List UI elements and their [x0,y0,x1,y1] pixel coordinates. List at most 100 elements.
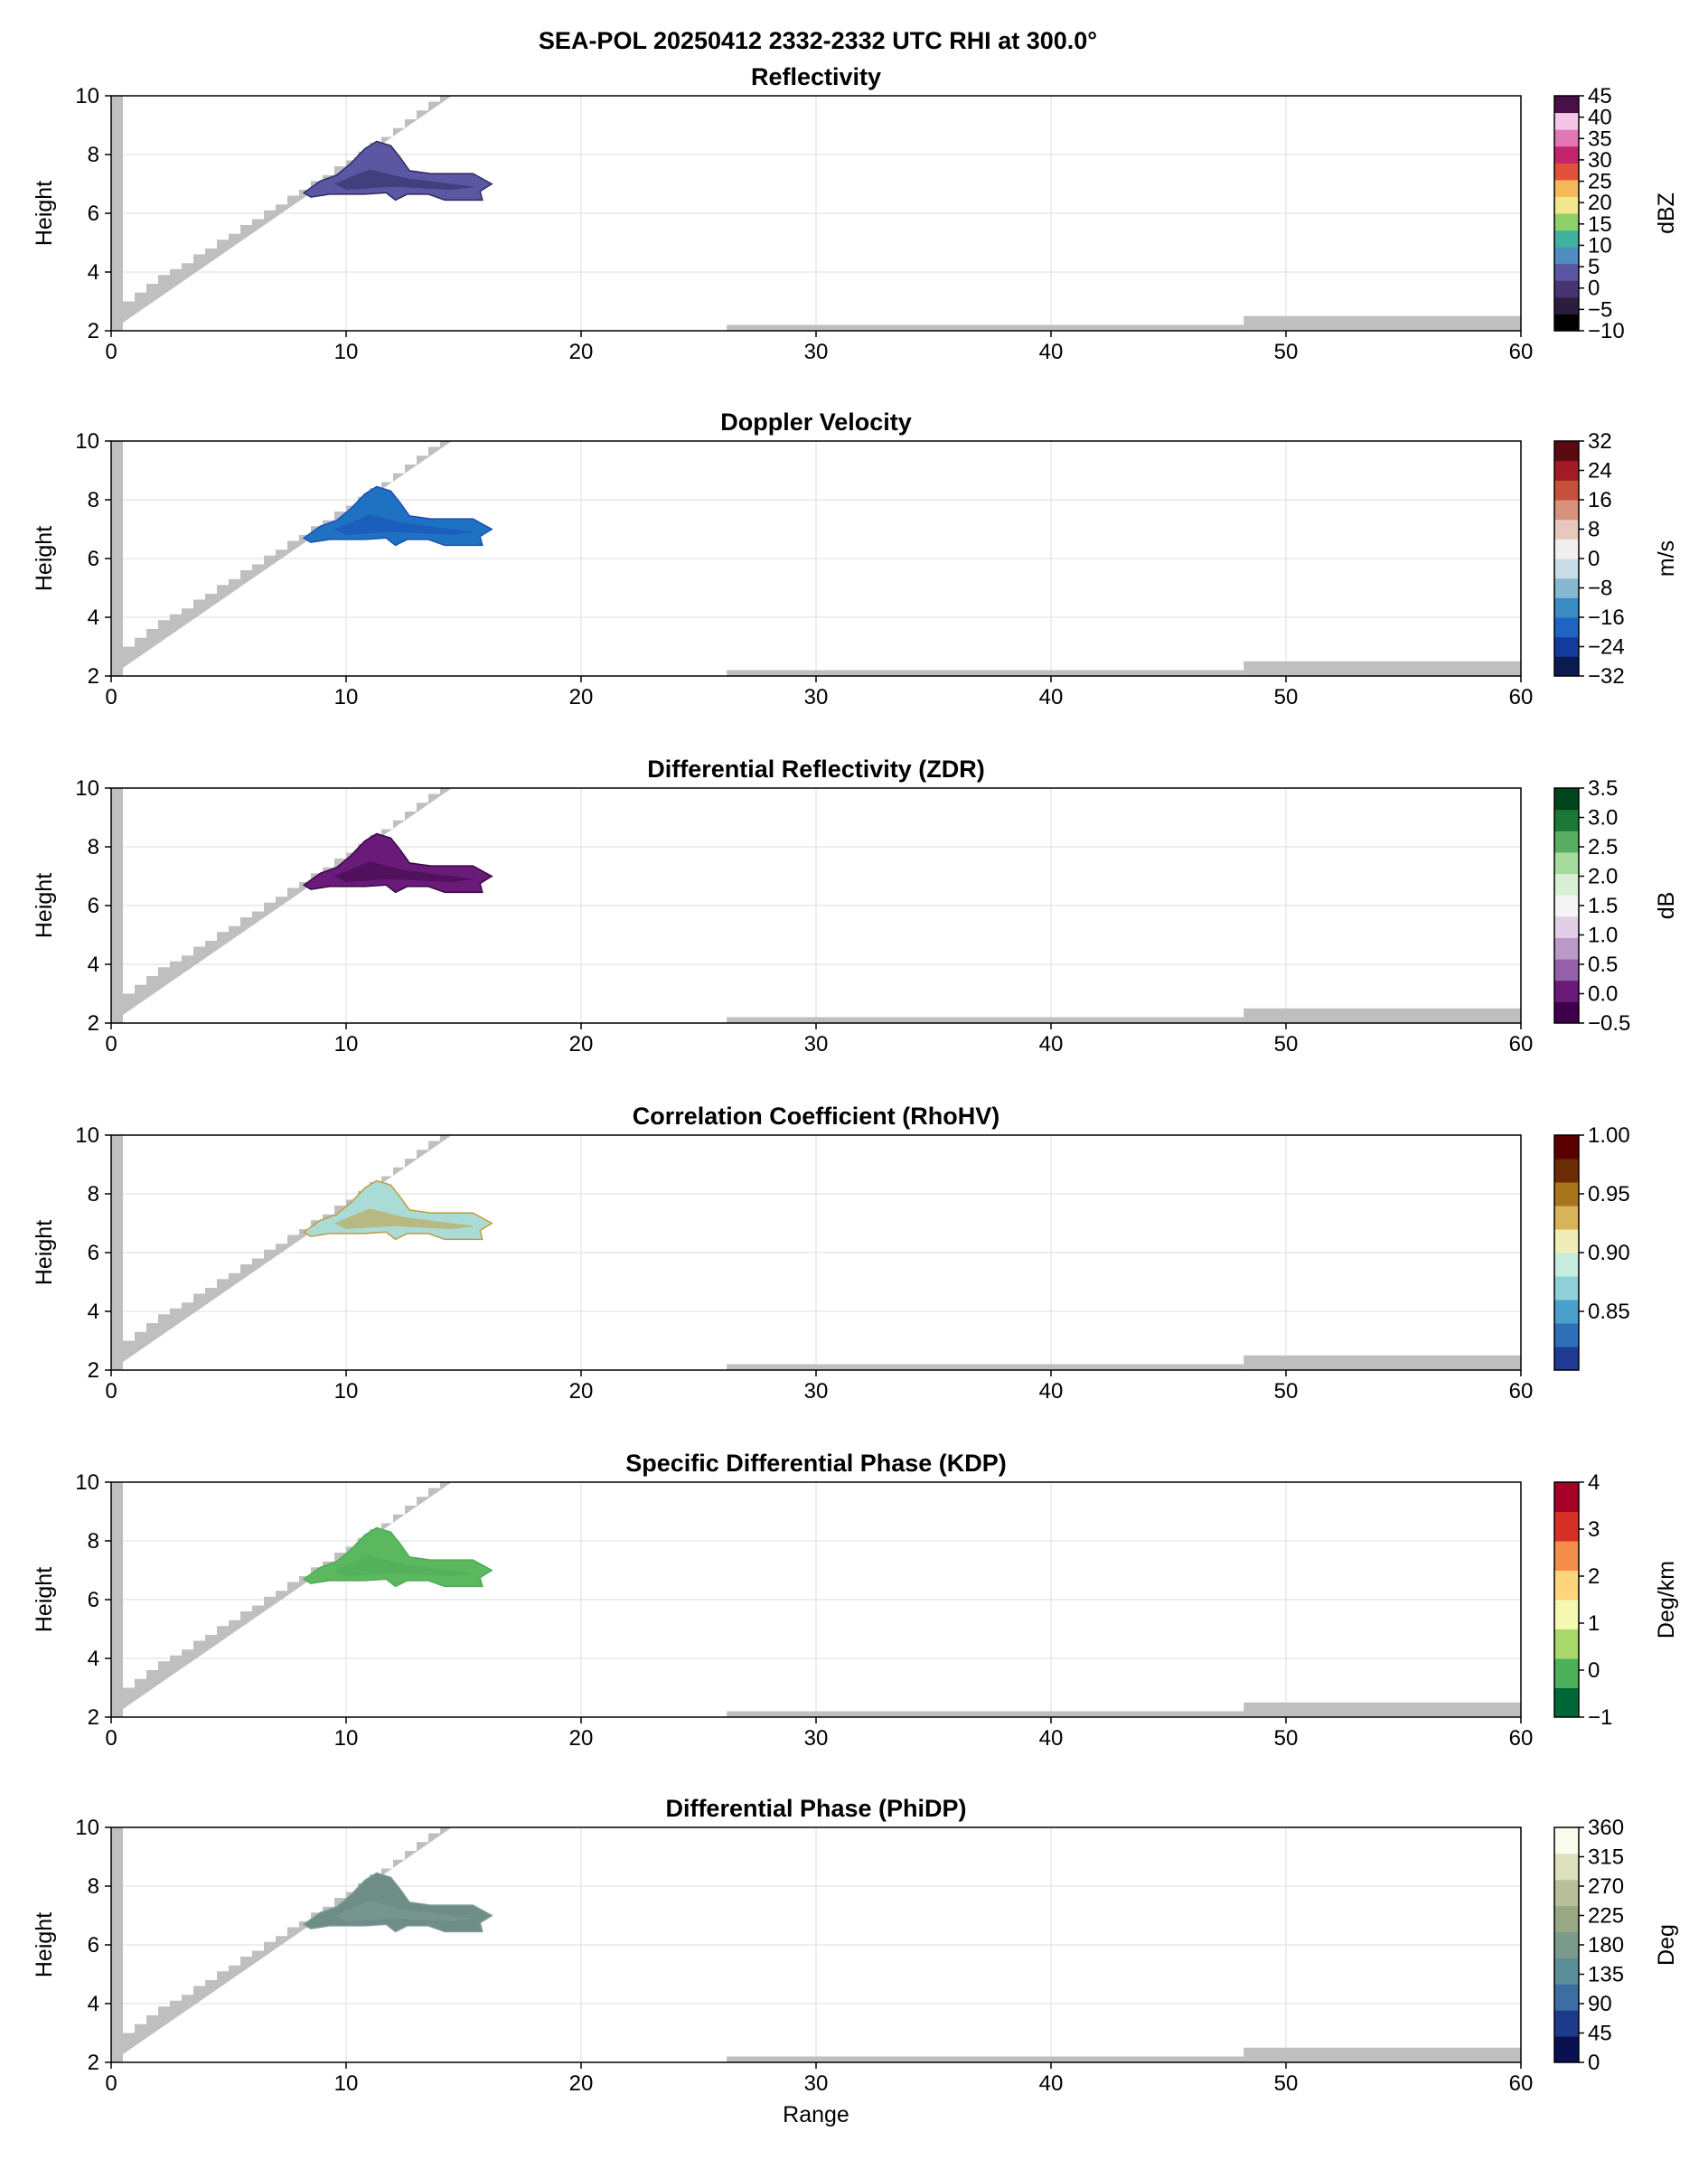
colorbar-segment [1554,480,1579,501]
x-tick-label: 50 [1274,340,1299,364]
colorbar-segment [1554,656,1579,677]
colorbar-tick-label: 0 [1588,277,1600,301]
colorbar-segment [1554,937,1579,960]
colorbar-segment [1554,636,1579,657]
x-tick-label: 50 [1274,685,1299,709]
colorbar-segment [1554,2010,1579,2037]
y-axis-label: Height [32,1912,57,1977]
colorbar-tick-label: 0 [1588,2051,1600,2075]
colorbar-segment [1554,1206,1579,1230]
colorbar-segment [1554,1253,1579,1277]
x-tick-label: 0 [105,1379,117,1404]
colorbar-segment [1554,441,1579,462]
colorbar-tick-label: −1 [1588,1705,1612,1730]
colorbar-tick-label: 270 [1588,1874,1624,1899]
y-tick-label: 10 [75,84,99,108]
colorbar-tick-label: 0.85 [1588,1300,1630,1324]
colorbar-segment [1554,597,1579,618]
panel-title: Reflectivity [751,63,881,90]
ground-clutter-strip [727,1017,1244,1023]
colorbar-segment [1554,2036,1579,2063]
colorbar-segment [1554,230,1579,248]
x-axis-label: Range [783,2102,849,2127]
colorbar-segment [1554,577,1579,598]
y-tick-label: 4 [88,1647,99,1671]
radar-echo-core [334,1555,475,1576]
x-tick-label: 0 [105,2071,117,2096]
colorbar-segment [1554,1958,1579,1985]
colorbar-tick-label: 0.5 [1588,953,1618,977]
colorbar-segment [1554,1600,1579,1629]
x-tick-label: 50 [1274,1379,1299,1404]
x-tick-label: 40 [1039,1032,1064,1056]
colorbar-label: m/s [1654,540,1679,577]
y-tick-label: 2 [88,1358,99,1383]
x-tick-label: 50 [1274,2071,1299,2096]
figure-title: SEA-POL 20250412 2332-2332 UTC RHI at 30… [538,27,1098,54]
colorbar-segment [1554,895,1579,917]
colorbar-segment [1554,263,1579,281]
colorbar-segment [1554,1687,1579,1718]
y-tick-label: 10 [75,1816,99,1840]
blocked-sector [111,1482,123,1717]
colorbar-segment [1554,1658,1579,1688]
blocked-sector [111,441,123,676]
colorbar-segment [1554,1984,1579,2011]
x-tick-label: 30 [804,1032,829,1056]
colorbar-tick-label: 225 [1588,1904,1624,1929]
colorbar-segment [1554,1300,1579,1324]
ground-clutter-strip [1243,2047,1521,2062]
x-tick-label: 20 [569,2071,594,2096]
colorbar-tick-label: 1.5 [1588,894,1618,918]
colorbar-segment [1554,1182,1579,1207]
colorbar-frame [1553,95,1580,332]
colorbar-segment [1554,809,1579,831]
ground-clutter-strip [1243,1702,1521,1717]
y-tick-label: 6 [88,1241,99,1265]
colorbar-tick-label: 0 [1588,547,1600,571]
x-tick-label: 20 [569,685,594,709]
x-tick-label: 30 [804,1379,829,1404]
x-tick-label: 30 [804,685,829,709]
colorbar-tick-label: 1 [1588,1611,1600,1636]
colorbar-segment [1554,519,1579,540]
colorbar-segment [1554,1323,1579,1347]
panel-4: 0 10 20 30 40 50 60 2 4 6 8 10 Correlation Coefficie… [32,1103,1630,1404]
y-tick-label: 2 [88,664,99,689]
colorbar-tick-label: 16 [1588,488,1612,512]
colorbar-tick-label: 10 [1588,233,1612,258]
colorbar-segment [1554,213,1579,231]
x-tick-label: 10 [334,340,359,364]
colorbar-tick-label: 40 [1588,106,1612,130]
colorbar-tick-label: 24 [1588,459,1612,484]
x-tick-label: 20 [569,340,594,364]
colorbar-tick-label: 180 [1588,1933,1624,1958]
ground-clutter-strip [1243,661,1521,676]
y-tick-label: 6 [88,202,99,226]
colorbar-tick-label: 0 [1588,1658,1600,1683]
radar-echo-core [334,1208,475,1229]
colorbar-segment [1554,1159,1579,1183]
panel-title: Differential Reflectivity (ZDR) [647,756,985,783]
panel-3: 0 10 20 30 40 50 60 2 4 6 8 10 Differential Reflecti… [32,756,1679,1056]
ground-clutter-strip [1243,1355,1521,1370]
y-axis-label: Height [32,1567,57,1632]
ground-clutter-strip [727,1364,1244,1370]
y-tick-label: 6 [88,1588,99,1612]
colorbar-segment [1554,1629,1579,1659]
x-tick-label: 10 [334,2071,359,2096]
colorbar-segment [1554,1879,1579,1907]
radar-echo-core [334,861,475,882]
colorbar-segment [1554,146,1579,164]
colorbar-segment [1554,1905,1579,1933]
ground-clutter-strip [727,1711,1244,1717]
radar-echo-core [334,1901,475,1921]
colorbar-segment [1554,280,1579,298]
colorbar-tick-label: 135 [1588,1963,1624,1987]
y-tick-label: 10 [75,776,99,801]
x-tick-label: 30 [804,1726,829,1751]
blocked-sector [111,788,123,1023]
colorbar-segment [1554,129,1579,147]
x-tick-label: 40 [1039,2071,1064,2096]
